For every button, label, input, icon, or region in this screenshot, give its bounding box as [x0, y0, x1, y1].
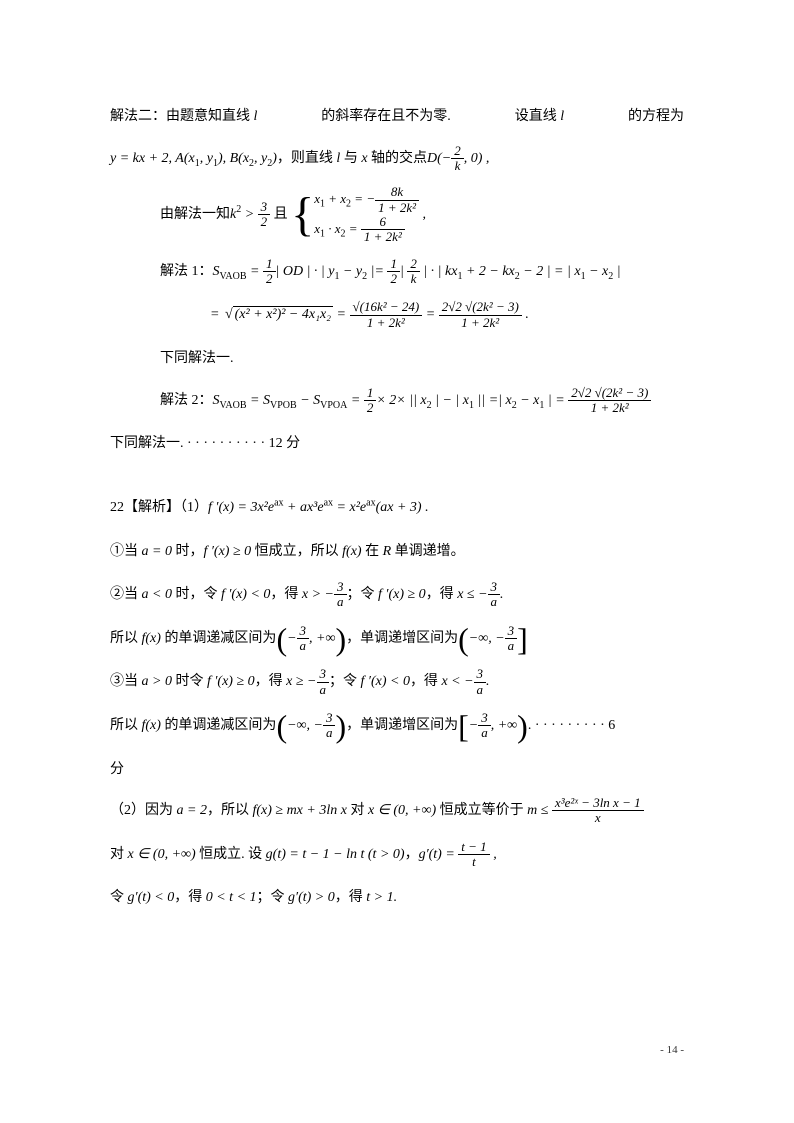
para-same-as-1a: 下同解法一.: [110, 342, 684, 376]
var: S: [213, 264, 220, 279]
op: >: [241, 207, 257, 222]
page-number: - 14 -: [660, 1037, 684, 1063]
para-system: 由解法一知k2 > 32 且 { x1 + x2 = −8k1 + 2k² x1…: [110, 185, 684, 244]
math: ), B(x: [218, 151, 249, 166]
text: 分: [110, 762, 124, 777]
text: 轴的交点: [371, 151, 427, 166]
para-part2a: （2）因为 a = 2，所以 f(x) ≥ mx + 3ln x 对 x ∈ (…: [110, 794, 684, 828]
var-l: l: [560, 109, 564, 124]
brace-row-1: x1 + x2 = −8k1 + 2k²: [314, 185, 419, 215]
text: ，则直线: [277, 151, 333, 166]
text: 由解法一知: [160, 207, 230, 222]
para-case1: ①当 a = 0 时，f ′(x) ≥ 0 恒成立，所以 f(x) 在 R 单调…: [110, 535, 684, 569]
label: 解法 2：: [160, 393, 213, 408]
para-score: 分: [110, 753, 684, 787]
fraction: 2k: [451, 144, 464, 174]
text: 与: [344, 151, 358, 166]
math: y = kx + 2, A(x: [110, 151, 195, 166]
text: 下同解法一. · · · · · · · · · · 12 分: [110, 436, 300, 451]
sqrt: (x² + x²)² − 4x₁x₂: [223, 298, 333, 332]
para-q22-derivative: 22【解析】（1）f ′(x) = 3x²eax + ax³eax = x²ea…: [110, 491, 684, 525]
num: 2: [451, 144, 464, 159]
math: , 0) ,: [464, 151, 490, 166]
var: x: [358, 151, 371, 166]
para-same-as-1b: 下同解法一. · · · · · · · · · · 12 分: [110, 427, 684, 461]
var: l: [333, 151, 344, 166]
interval-open: (−∞, −3a): [276, 709, 346, 743]
fraction: 32: [258, 200, 271, 230]
document-body: 解法二：由题意知直线 l 的斜率存在且不为零. 设直线 l 的方程为 y = k…: [110, 100, 684, 915]
text: 且: [274, 207, 288, 222]
math: , y: [254, 151, 267, 166]
text: 解法二：由题意知直线: [110, 109, 250, 124]
text: 的斜率存在且不为零.: [321, 109, 451, 124]
text: 设直线: [515, 109, 557, 124]
text: 的方程为: [628, 109, 684, 124]
math: D(−: [427, 151, 451, 166]
math: , y: [200, 151, 213, 166]
para-case2a: ②当 a < 0 时，令 f ′(x) < 0，得 x > −3a；令 f ′(…: [110, 578, 684, 612]
brace-row-2: x1 · x2 = 61 + 2k²: [314, 215, 419, 245]
var-l: l: [254, 109, 258, 124]
op: =: [247, 264, 263, 279]
num: 3: [258, 200, 271, 215]
para-part2c: 令 g′(t) < 0，得 0 < t < 1；令 g′(t) > 0，得 t …: [110, 881, 684, 915]
den: 2: [258, 215, 271, 229]
para-case3a: ③当 a > 0 时令 f ′(x) ≥ 0，得 x ≥ −3a；令 f ′(x…: [110, 665, 684, 699]
para-part2b: 对 x ∈ (0, +∞) 恒成立. 设 g(t) = t − 1 − ln t…: [110, 838, 684, 872]
para-line-equation: y = kx + 2, A(x1, y1), B(x2, y2)，则直线 l 与…: [110, 142, 684, 176]
text: 下同解法一.: [160, 351, 234, 366]
para-case3b: 所以 f(x) 的单调递减区间为(−∞, −3a)，单调递增区间为[−3a, +…: [110, 709, 684, 743]
para-method2-area: 解法 2：SVAOB = SVPOB − SVPOA = 12× 2× || x…: [110, 384, 684, 418]
den: k: [451, 159, 464, 173]
interval-open: (−3a, +∞): [276, 622, 346, 656]
para-method1-area: 解法 1：SVAOB = 12| OD | · | y1 − y2 |= 12|…: [110, 255, 684, 289]
interval-closed-left: [−3a, +∞): [458, 709, 528, 743]
brace-system: { x1 + x2 = −8k1 + 2k² x1 · x2 = 61 + 2k…: [291, 185, 419, 244]
para-area-result: = (x² + x²)² − 4x₁x₂ = √(16k² − 24)1 + 2…: [110, 298, 684, 332]
para-method2-intro: 解法二：由题意知直线 l 的斜率存在且不为零. 设直线 l 的方程为: [110, 100, 684, 134]
interval-closed-right: (−∞, −3a]: [458, 622, 528, 656]
sub: VAOB: [220, 270, 247, 281]
para-case2b: 所以 f(x) 的单调递减区间为(−3a, +∞)，单调递增区间为(−∞, −3…: [110, 622, 684, 656]
label: 22【解析】（1）: [110, 500, 208, 515]
text: ,: [419, 207, 426, 222]
label: 解法 1：: [160, 264, 213, 279]
left-brace-icon: {: [291, 191, 314, 239]
